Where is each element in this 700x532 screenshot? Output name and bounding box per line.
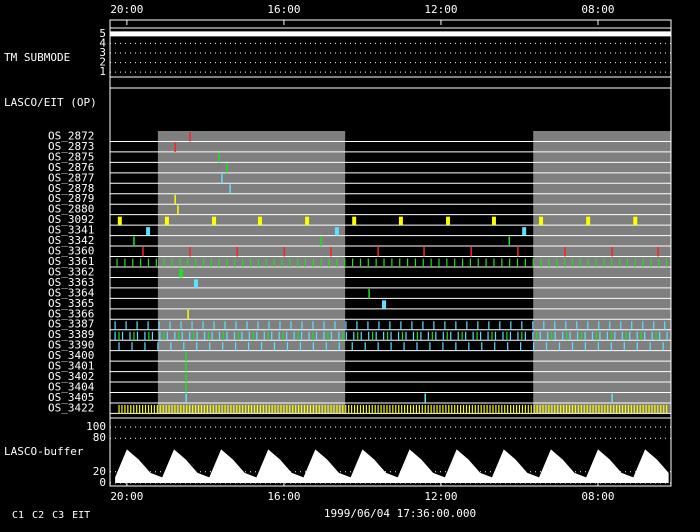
row-label: OS_3404 xyxy=(48,381,95,394)
event-block xyxy=(446,216,451,226)
row-label: OS_3364 xyxy=(48,286,95,299)
buffer-area xyxy=(115,449,669,483)
y-tick-label: 0 xyxy=(99,476,106,489)
buffer-label: LASCO-buffer xyxy=(4,445,84,458)
x-tick-label: 20:00 xyxy=(110,490,143,503)
event-block xyxy=(257,216,262,226)
event-block xyxy=(305,216,310,226)
event-block xyxy=(193,279,198,288)
row-label: OS_2878 xyxy=(48,182,94,195)
tm-label: TM SUBMODE xyxy=(4,51,70,64)
x-tick-label: 12:00 xyxy=(424,490,457,503)
row-label: OS_3387 xyxy=(48,318,94,331)
event-block xyxy=(633,216,638,226)
frame xyxy=(109,19,672,487)
row-label: OS_3360 xyxy=(48,245,94,258)
row-label: OS_3389 xyxy=(48,328,94,341)
row-label: OS_3342 xyxy=(48,234,94,247)
x-tick-label: 20:00 xyxy=(110,3,143,16)
event-block xyxy=(164,216,169,226)
row-label: OS_3363 xyxy=(48,276,94,289)
y-tick-label: 2 xyxy=(99,56,106,69)
event-block xyxy=(212,216,217,226)
row-label: OS_3365 xyxy=(48,297,94,310)
row-label: OS_3092 xyxy=(48,213,94,226)
y-tick-label: 3 xyxy=(99,46,106,59)
op-label: LASCO/EIT (OP) xyxy=(4,96,97,109)
event-block xyxy=(522,227,527,236)
x-tick-label: 16:00 xyxy=(267,3,300,16)
event-block xyxy=(539,216,544,226)
y-tick-label: 1 xyxy=(99,65,106,78)
row-label: OS_2876 xyxy=(48,161,94,174)
event-block xyxy=(334,227,339,236)
row-label: OS_2873 xyxy=(48,140,94,153)
y-tick-label: 5 xyxy=(99,27,106,40)
row-label: OS_3341 xyxy=(48,224,94,237)
row-label: OS_3362 xyxy=(48,265,94,278)
legend-entry: C3 xyxy=(52,510,64,521)
y-tick-label: 4 xyxy=(99,36,106,49)
row-label: OS_2880 xyxy=(48,203,94,216)
event-block xyxy=(586,216,591,226)
y-tick-label: 100 xyxy=(86,420,106,433)
row-label: OS_2877 xyxy=(48,171,94,184)
event-block xyxy=(352,216,357,226)
row-label: OS_3366 xyxy=(48,307,94,320)
event-block xyxy=(382,300,387,309)
y-tick-label: 80 xyxy=(93,431,106,444)
event-block xyxy=(146,227,151,236)
event-block xyxy=(398,216,403,226)
event-block xyxy=(491,216,496,226)
legend-entry: C1 xyxy=(12,510,24,521)
row-label: OS_3400 xyxy=(48,349,94,362)
y-tick-label: 20 xyxy=(93,465,106,478)
x-tick-label: 08:00 xyxy=(581,3,614,16)
legend-entry: EIT xyxy=(72,510,90,521)
legend-entry: C2 xyxy=(32,510,44,521)
row-label: OS_2872 xyxy=(48,129,94,142)
row-label: OS_3361 xyxy=(48,255,94,268)
row-label: OS_3401 xyxy=(48,360,94,373)
row-label: OS_2875 xyxy=(48,150,94,163)
row-label: OS_3405 xyxy=(48,391,94,404)
row-label: OS_3390 xyxy=(48,339,94,352)
row-label: OS_3402 xyxy=(48,370,94,383)
x-tick-label: 16:00 xyxy=(267,490,300,503)
event-block xyxy=(117,216,122,226)
x-tick-label: 12:00 xyxy=(424,3,457,16)
shaded-region xyxy=(157,131,346,414)
event-block xyxy=(179,268,184,278)
shaded-region xyxy=(533,131,671,414)
row-label: OS_2879 xyxy=(48,192,94,205)
row-label: OS_3422 xyxy=(48,401,94,414)
timestamp: 1999/06/04 17:36:00.000 xyxy=(324,507,476,520)
x-tick-label: 08:00 xyxy=(581,490,614,503)
